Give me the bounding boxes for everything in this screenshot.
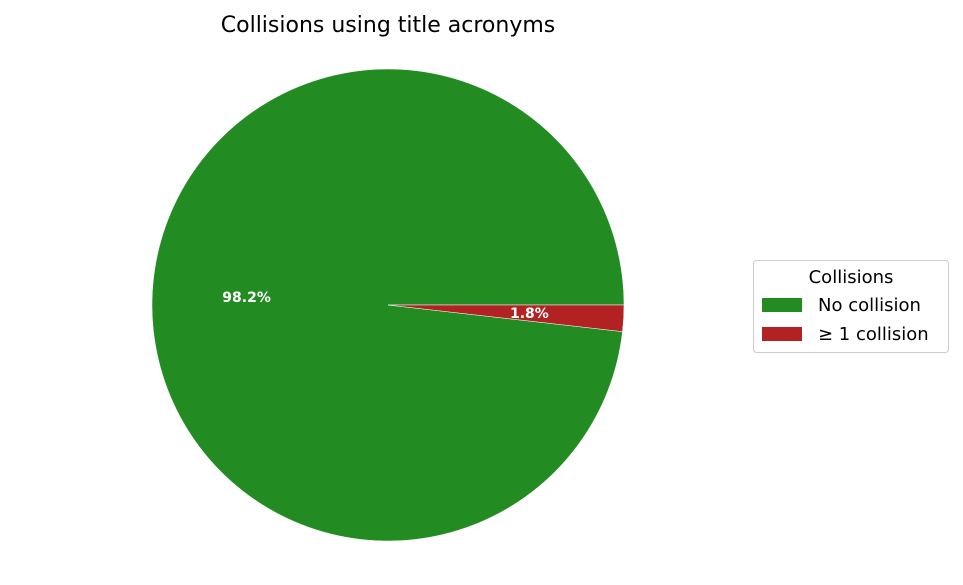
pie-slice-label-collision: 1.8% [510, 306, 549, 322]
legend-swatch-collision [762, 327, 802, 341]
legend-items: No collision ≥ 1 collision [762, 295, 929, 345]
pie-slice-labels: 98.2% 1.8% [222, 290, 549, 322]
legend-swatch-no-collision [762, 298, 802, 312]
legend-frame [753, 260, 949, 353]
pie-slice-collision [387, 304, 625, 332]
pie-slices [151, 68, 625, 542]
chart-title: Collisions using title acronyms [221, 13, 555, 38]
legend-title: Collisions [809, 267, 894, 288]
pie-slice-label-no-collision: 98.2% [222, 290, 271, 306]
legend-label-collision: ≥ 1 collision [818, 324, 929, 345]
legend: Collisions No collision ≥ 1 collision [753, 260, 949, 353]
legend-label-no-collision: No collision [818, 295, 921, 316]
